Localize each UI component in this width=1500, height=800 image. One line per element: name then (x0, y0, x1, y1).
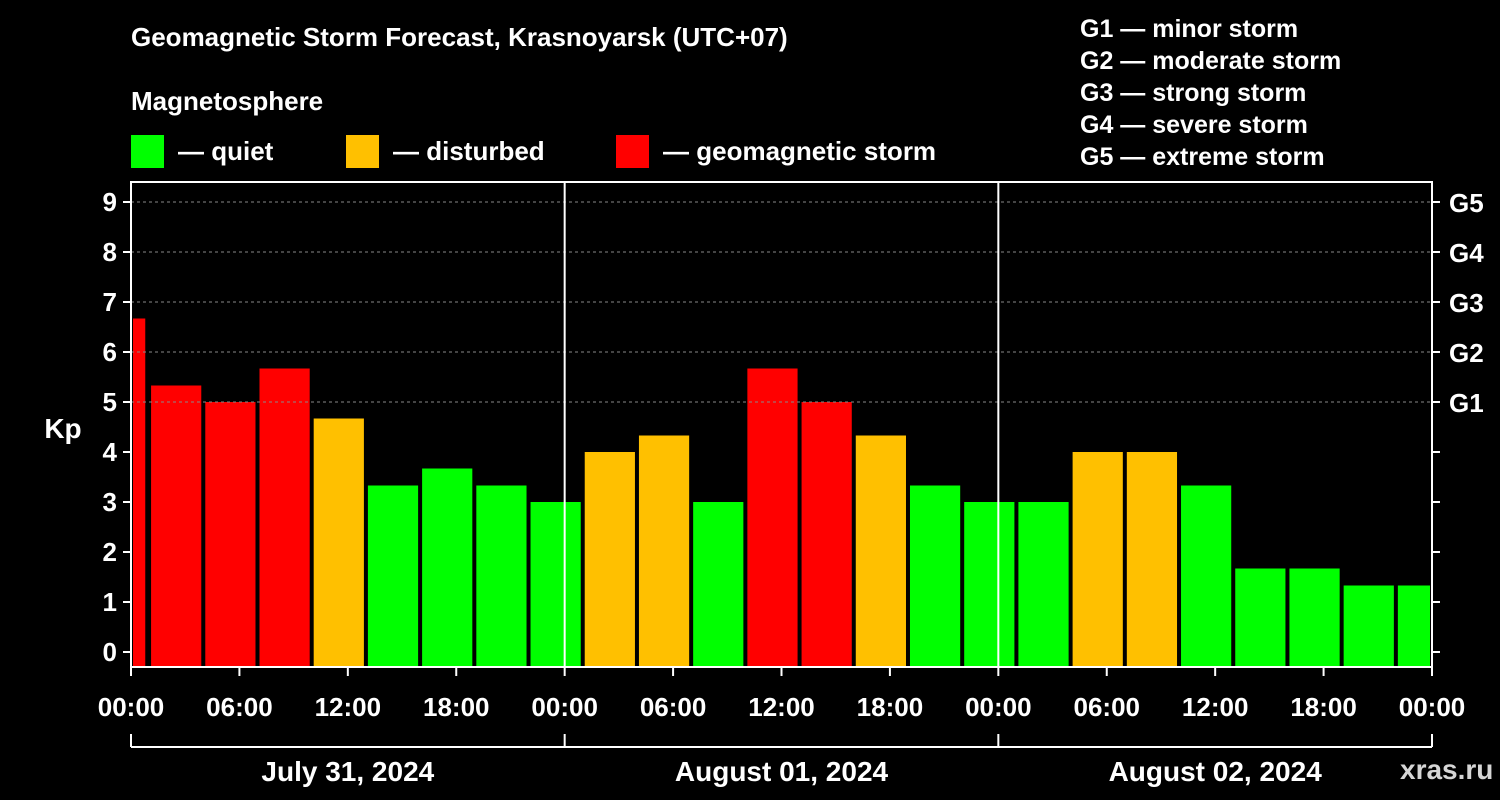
kp-bar-23 (1343, 585, 1394, 667)
y-tick-label: 4 (103, 437, 118, 467)
kp-bar-16 (964, 502, 1015, 667)
magnetosphere-heading: Magnetosphere (131, 86, 324, 116)
y-tick-label: 7 (103, 287, 117, 317)
kp-bar-0 (133, 318, 146, 667)
x-tick-label: 00:00 (531, 692, 598, 722)
g-level-label: G1 (1449, 388, 1484, 418)
kp-bar-10 (638, 435, 690, 667)
y-tick-label: 5 (103, 387, 117, 417)
day-label-0: July 31, 2024 (261, 756, 434, 787)
kp-bar-18 (1072, 452, 1123, 667)
g-level-label: G4 (1449, 238, 1484, 268)
legend-item-disturbed: — disturbed (346, 134, 545, 168)
kp-bar-20 (1181, 485, 1232, 667)
legend-swatch-quiet (131, 134, 164, 168)
y-axis-label: Kp (44, 413, 81, 444)
x-tick-label: 00:00 (1399, 692, 1466, 722)
legend-swatch-storm (616, 134, 649, 168)
kp-bar-1 (151, 385, 202, 667)
kp-bar-6 (422, 468, 473, 667)
x-tick-label: 12:00 (748, 692, 815, 722)
legend-swatch-disturbed (346, 134, 379, 168)
x-tick-label: 12:00 (315, 692, 382, 722)
kp-bar-24 (1397, 585, 1430, 667)
day-label-2: August 02, 2024 (1109, 756, 1323, 787)
y-tick-label: 8 (103, 237, 117, 267)
y-tick-label: 1 (103, 587, 117, 617)
y-tick-label: 6 (103, 337, 117, 367)
kp-bar-17 (1018, 502, 1069, 667)
g-scale-g4: G4 — severe storm (1080, 111, 1308, 139)
legend-item-quiet: — quiet (131, 134, 273, 168)
kp-bar-7 (476, 485, 527, 667)
kp-bar-13 (801, 402, 852, 667)
y-tick-label: 3 (103, 487, 117, 517)
g-scale-g1: G1 — minor storm (1080, 15, 1299, 43)
legend-label-quiet: — quiet (178, 135, 274, 166)
x-tick-label: 06:00 (206, 692, 273, 722)
x-tick-label: 18:00 (857, 692, 924, 722)
x-tick-label: 18:00 (1290, 692, 1357, 722)
x-tick-label: 06:00 (1074, 692, 1141, 722)
kp-bar-5 (367, 485, 419, 667)
day-label-1: August 01, 2024 (675, 756, 889, 787)
kp-bar-11 (693, 502, 744, 667)
legend-label-storm: — geomagnetic storm (663, 135, 937, 166)
kp-bar-2 (205, 402, 256, 667)
kp-bar-22 (1289, 568, 1340, 667)
g-scale-g2: G2 — moderate storm (1080, 47, 1342, 75)
y-tick-label: 0 (103, 637, 117, 667)
kp-bar-14 (855, 435, 906, 667)
kp-bar-9 (584, 452, 635, 667)
kp-bar-19 (1126, 452, 1178, 667)
g-scale-g5: G5 — extreme storm (1080, 143, 1325, 171)
kp-bar-12 (747, 368, 798, 667)
kp-bar-4 (313, 418, 364, 667)
g-level-label: G5 (1449, 188, 1484, 218)
kp-bar-3 (259, 368, 310, 667)
chart-title: Geomagnetic Storm Forecast, Krasnoyarsk … (131, 22, 788, 52)
x-tick-label: 06:00 (640, 692, 707, 722)
g-scale-g3: G3 — strong storm (1080, 79, 1307, 107)
x-tick-label: 00:00 (965, 692, 1032, 722)
watermark: xras.ru (1400, 754, 1494, 785)
legend-item-storm: — geomagnetic storm (616, 134, 936, 168)
x-tick-label: 12:00 (1182, 692, 1249, 722)
x-tick-label: 18:00 (423, 692, 490, 722)
x-tick-label: 00:00 (98, 692, 165, 722)
kp-bar-8 (530, 502, 581, 667)
y-tick-label: 9 (103, 187, 117, 217)
g-level-label: G2 (1449, 338, 1484, 368)
kp-bar-21 (1235, 568, 1286, 667)
legend-label-disturbed: — disturbed (393, 135, 545, 166)
kp-bar-15 (909, 485, 961, 667)
g-level-label: G3 (1449, 288, 1484, 318)
y-tick-label: 2 (103, 537, 117, 567)
